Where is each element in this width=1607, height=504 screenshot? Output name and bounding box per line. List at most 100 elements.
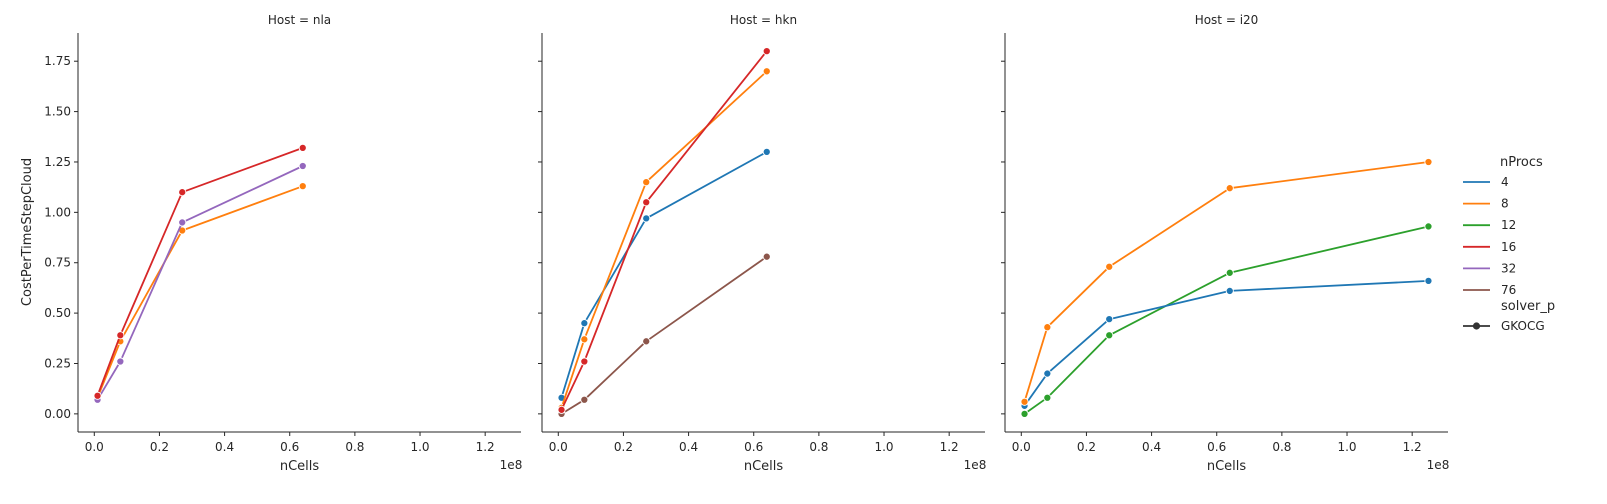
data-point-12 — [1105, 331, 1114, 340]
series-line-8 — [560, 70, 768, 409]
x-tick-label: 1.0 — [1337, 440, 1356, 454]
series-line-16 — [560, 50, 768, 411]
y-axis-label: CostPerTimeStepCloud — [20, 158, 35, 306]
x-offset-label: 1e8 — [964, 458, 987, 472]
x-tick-label: 0.6 — [280, 440, 299, 454]
series-line-8 — [96, 185, 304, 399]
data-point-4 — [1105, 315, 1114, 324]
data-point-4 — [1225, 286, 1234, 295]
x-tick-label: 0.0 — [549, 440, 568, 454]
facet-panel: Host = i20 0.0 0.2 0.4 0.6 0.8 1.0 1.2 nCells 1e8 — [1001, 13, 1449, 474]
y-tick-label: 0.00 — [44, 407, 71, 421]
x-tick-label: 0.4 — [215, 440, 234, 454]
y-tick-label: 0.25 — [44, 356, 71, 370]
x-offset-label: 1e8 — [1427, 458, 1450, 472]
x-tick-label: 0.6 — [1207, 440, 1226, 454]
panel-title: Host = nla — [268, 13, 331, 27]
data-point-12 — [1225, 268, 1234, 277]
legend-label-32: 32 — [1501, 261, 1516, 275]
data-point-16 — [762, 47, 771, 56]
legend-style-marker — [1472, 322, 1481, 330]
data-point-12 — [1020, 409, 1029, 418]
data-point-32 — [178, 218, 187, 227]
data-point-16 — [580, 357, 589, 366]
facet-panel: Host = hkn 0.0 0.2 0.4 0.6 0.8 1.0 1.2 nCells 1e8 — [538, 13, 986, 474]
data-point-8 — [298, 182, 307, 191]
x-tick-label: 1.0 — [874, 440, 893, 454]
data-point-16 — [642, 198, 651, 207]
legend-style-label: GKOCG — [1501, 319, 1545, 333]
x-tick-label: 0.2 — [150, 440, 169, 454]
data-point-16 — [557, 405, 566, 414]
facet-panels: Host = nla 0.00 0.25 0.50 0.75 1.00 1.25 1.50 1.… — [44, 13, 1449, 474]
legend-style-title: solver_p — [1501, 299, 1555, 314]
x-tick-label: 0.0 — [85, 440, 104, 454]
data-point-4 — [642, 214, 651, 223]
data-point-12 — [1424, 222, 1433, 231]
y-tick-label: 1.50 — [44, 105, 71, 119]
series-line-8 — [1023, 161, 1429, 403]
data-point-8 — [1020, 397, 1029, 406]
x-axis-label: nCells — [1207, 459, 1247, 474]
series-line-4 — [1023, 280, 1429, 407]
x-tick-label: 1.0 — [410, 440, 429, 454]
series-line-16 — [96, 147, 304, 397]
x-tick-label: 0.6 — [744, 440, 763, 454]
legend: nProcs 4 8 12 16 32 76 solver_p GKOCG — [1463, 155, 1555, 333]
x-axis-label: nCells — [280, 459, 320, 474]
x-tick-label: 0.8 — [345, 440, 364, 454]
panel-title: Host = i20 — [1195, 13, 1259, 27]
data-point-4 — [762, 147, 771, 156]
x-tick-label: 0.4 — [679, 440, 698, 454]
x-tick-label: 0.2 — [1077, 440, 1096, 454]
legend-label-12: 12 — [1501, 218, 1516, 232]
data-point-8 — [580, 335, 589, 344]
x-tick-label: 0.4 — [1142, 440, 1161, 454]
legend-label-8: 8 — [1501, 197, 1509, 211]
y-tick-label: 0.75 — [44, 256, 71, 270]
data-point-8 — [642, 178, 651, 187]
data-point-76 — [762, 252, 771, 261]
data-point-4 — [1424, 276, 1433, 285]
data-point-32 — [116, 357, 125, 366]
data-point-8 — [1043, 323, 1052, 332]
data-point-16 — [93, 391, 102, 400]
x-tick-label: 0.8 — [809, 440, 828, 454]
x-offset-label: 1e8 — [500, 458, 523, 472]
x-tick-label: 1.2 — [940, 440, 959, 454]
legend-title: nProcs — [1500, 155, 1543, 170]
x-tick-label: 0.8 — [1272, 440, 1291, 454]
data-point-76 — [642, 337, 651, 346]
data-point-32 — [298, 161, 307, 171]
data-point-16 — [178, 188, 187, 197]
x-tick-label: 1.2 — [1403, 440, 1422, 454]
y-tick-label: 1.75 — [44, 54, 71, 68]
data-point-16 — [298, 143, 307, 152]
legend-label-16: 16 — [1501, 240, 1516, 254]
data-point-4 — [1043, 369, 1052, 378]
panel-title: Host = hkn — [730, 13, 797, 27]
data-point-8 — [1424, 157, 1433, 167]
series-line-76 — [561, 255, 768, 415]
facet-panel: Host = nla 0.00 0.25 0.50 0.75 1.00 1.25 1.50 1.… — [44, 13, 522, 474]
data-point-12 — [1043, 393, 1052, 402]
legend-label-76: 76 — [1501, 283, 1516, 297]
legend-label-4: 4 — [1501, 175, 1509, 189]
data-point-76 — [580, 395, 589, 404]
data-point-4 — [580, 319, 589, 328]
x-tick-label: 0.0 — [1012, 440, 1031, 454]
y-tick-label: 1.00 — [44, 205, 71, 219]
y-tick-label: 1.25 — [44, 155, 71, 169]
x-tick-label: 1.2 — [476, 440, 495, 454]
series-line-32 — [96, 165, 304, 401]
y-tick-label: 0.50 — [44, 306, 71, 320]
x-axis-label: nCells — [744, 459, 784, 474]
data-point-8 — [1225, 184, 1234, 193]
data-point-8 — [762, 67, 771, 76]
data-point-16 — [116, 331, 125, 340]
data-point-8 — [1105, 262, 1114, 271]
x-tick-label: 0.2 — [614, 440, 633, 454]
series-line-12 — [1023, 225, 1429, 415]
